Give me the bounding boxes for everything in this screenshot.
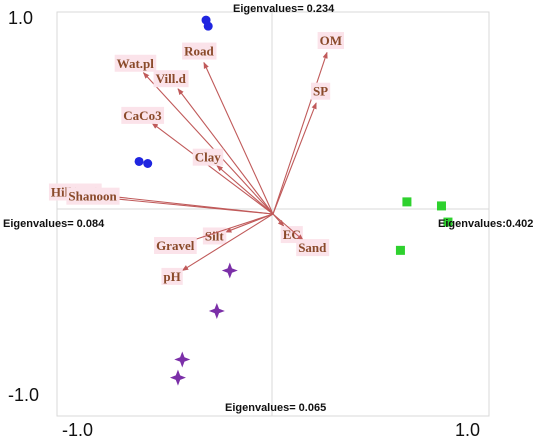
point-star <box>221 262 238 279</box>
vector-label-bg <box>114 54 157 72</box>
vector-arrow <box>181 213 274 272</box>
vector-label: Gravel <box>156 238 195 253</box>
point-square <box>395 245 405 255</box>
points-layer <box>134 15 453 386</box>
vector-label: Vill.d <box>156 71 187 86</box>
vector-label: SP <box>313 84 328 99</box>
vector-arrow <box>203 61 274 215</box>
vector-arrow <box>272 51 328 215</box>
vector-label: Silt <box>205 228 224 243</box>
axis-label-right: Eigenvalues:0.402 <box>438 218 533 230</box>
point-star <box>174 351 191 368</box>
point-square <box>443 217 453 227</box>
vector-arrow <box>103 195 274 215</box>
vector-arrow <box>151 122 274 215</box>
axis-label-left: Eigenvalues= 0.084 <box>3 218 105 230</box>
vector-arrow <box>216 165 274 215</box>
x-tick-right: 1.0 <box>455 420 480 440</box>
vector-label-bg <box>66 187 120 205</box>
vector-label: pH <box>163 269 180 284</box>
vector-arrow <box>142 72 274 215</box>
vector-label-bg <box>161 267 183 285</box>
vector-label-bg <box>182 42 217 60</box>
x-tick-left: -1.0 <box>62 420 93 440</box>
vector-label-bg <box>296 239 330 257</box>
vector-label: CaCo3 <box>123 108 162 123</box>
point-square <box>402 197 412 207</box>
vector-label-bg <box>154 237 197 255</box>
vector-label-bg <box>310 82 331 100</box>
vector-label-bg <box>317 32 344 50</box>
vector-label: Sand <box>298 240 327 255</box>
vector-label: Shanoon <box>68 189 117 204</box>
vector-label: Wat.pl <box>117 56 155 71</box>
vector-arrow <box>185 213 274 243</box>
vector-label: Road <box>184 44 214 59</box>
vector-label-bg <box>192 148 224 166</box>
vector-label: OM <box>320 33 342 48</box>
y-tick-top: 1.0 <box>8 8 33 28</box>
point-circle <box>134 156 144 166</box>
axis-label-bottom: Eigenvalues= 0.065 <box>225 402 326 414</box>
vector-label-bg <box>153 70 189 88</box>
point-star <box>169 369 186 386</box>
point-star <box>208 302 225 319</box>
vector-label: EC <box>283 227 301 242</box>
point-square <box>436 201 446 211</box>
plot-frame <box>56 11 490 417</box>
axis-label-top: Eigenvalues= 0.234 <box>233 3 335 15</box>
vector-arrow <box>177 88 274 215</box>
y-tick-bottom: -1.0 <box>8 385 39 405</box>
vector-label-bg <box>121 106 165 124</box>
vector-arrow <box>272 102 317 215</box>
vector-arrow <box>272 213 304 241</box>
point-circle <box>203 21 213 31</box>
vector-label: Clay <box>195 150 222 165</box>
point-circle <box>143 159 153 168</box>
